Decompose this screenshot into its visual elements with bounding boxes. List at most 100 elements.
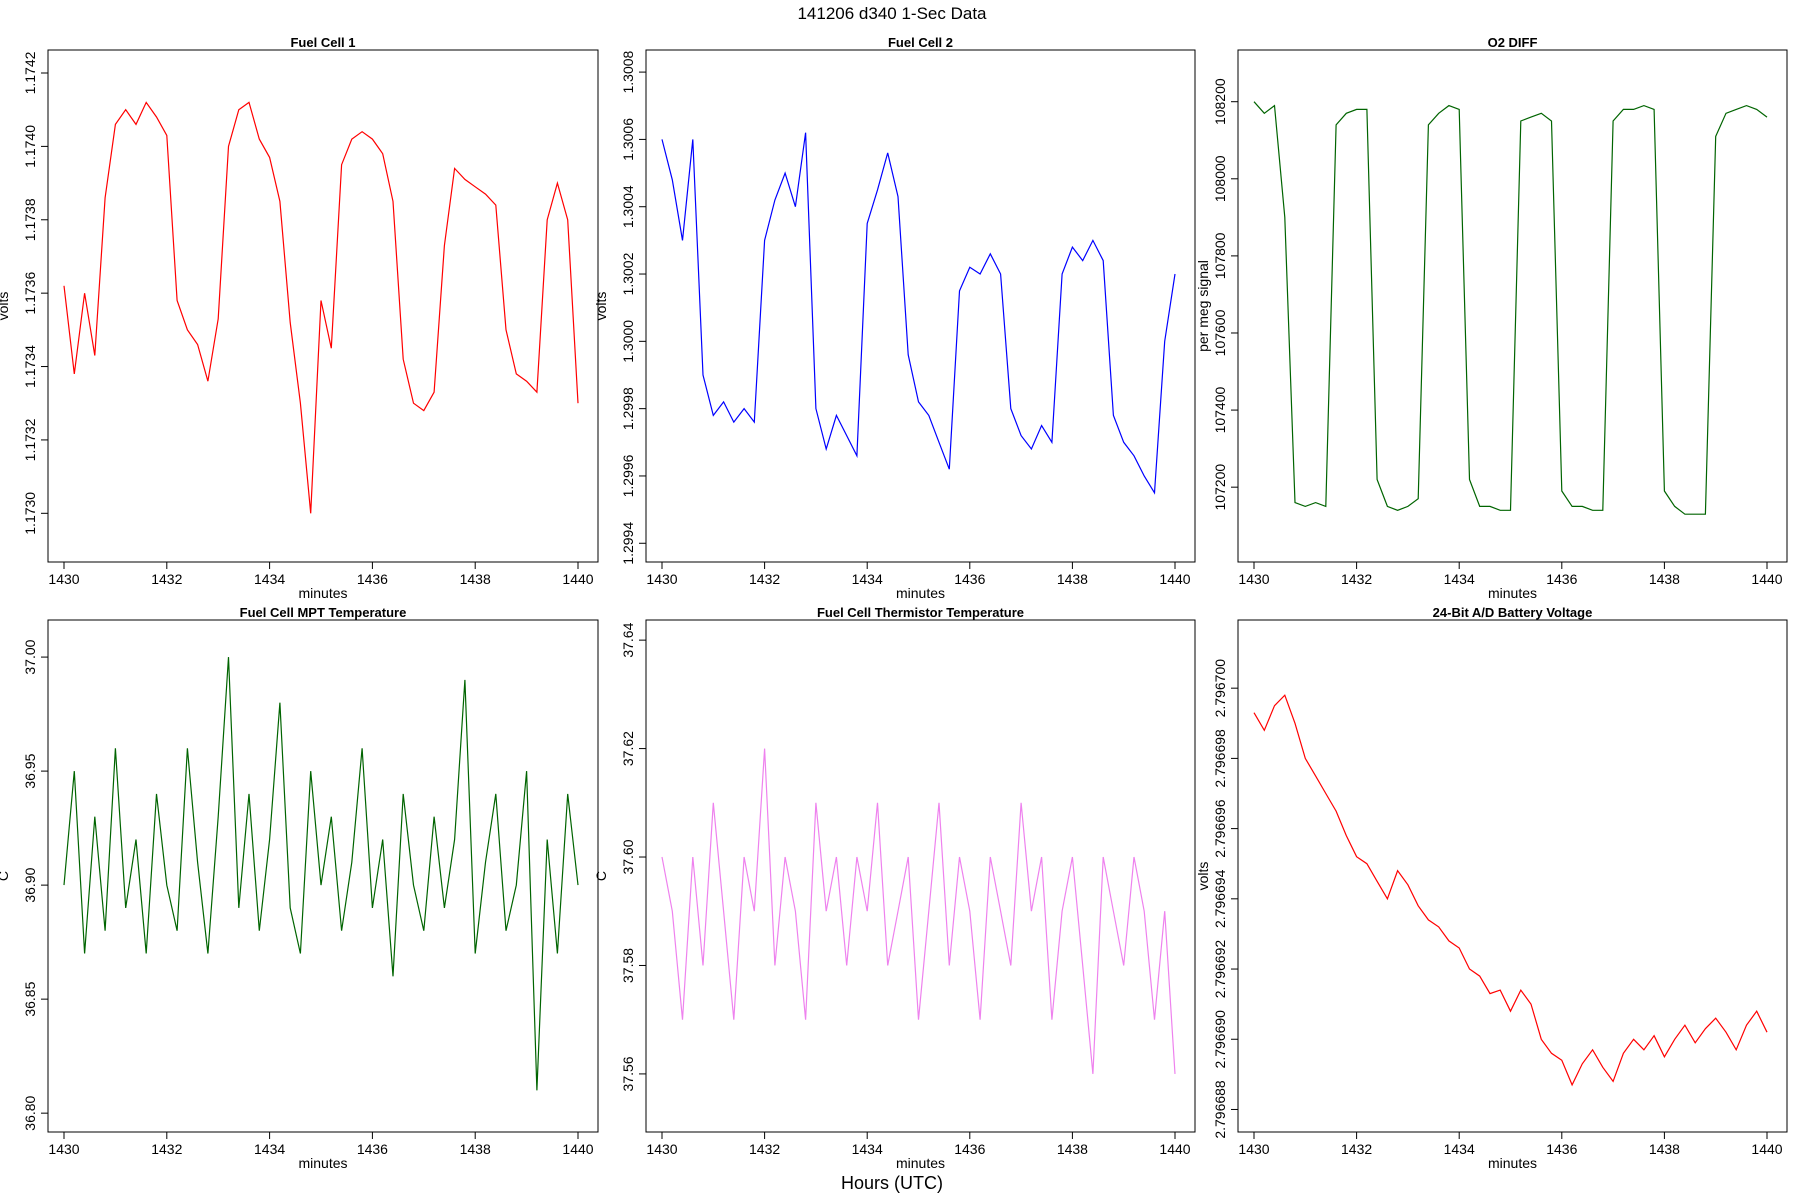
x-tick-label: 1434 (1444, 571, 1475, 587)
x-tick-label: 1438 (460, 1141, 491, 1157)
y-tick-label: 1.2994 (620, 522, 636, 565)
plot-frame (47, 49, 599, 563)
x-tick-label: 1440 (1751, 1141, 1782, 1157)
y-tick-label: 107800 (1212, 232, 1228, 279)
plot-frame (645, 619, 1196, 1133)
x-tick-label: 1438 (1057, 1141, 1088, 1157)
chart-panel-5: Fuel Cell Thermistor Temperature 1430 1432… (593, 605, 1196, 1171)
x-tick-label: 1440 (562, 1141, 593, 1157)
y-tick-label: 2.796700 (1212, 659, 1228, 718)
y-tick-label: 36.85 (22, 981, 38, 1016)
x-tick-label: 1432 (749, 1141, 780, 1157)
series-line (661, 748, 1176, 1074)
y-tick-label: 2.796694 (1212, 869, 1228, 928)
y-tick-label: 107600 (1212, 309, 1228, 356)
plot-frame (645, 49, 1196, 563)
chart-title: Fuel Cell MPT Temperature (240, 605, 407, 620)
y-tick-label: 2.796698 (1212, 729, 1228, 788)
x-tick-label: 1430 (1238, 1141, 1269, 1157)
y-tick-label: 1.3000 (620, 320, 636, 363)
y-tick-label: 1.1730 (22, 492, 38, 535)
x-tick-label: 1434 (254, 571, 285, 587)
chart-title: Fuel Cell 2 (888, 35, 953, 50)
chart-panel-2: Fuel Cell 2 1430 1432 1434 1436 1438 1440 minut… (593, 35, 1196, 601)
y-tick-label: 107200 (1212, 464, 1228, 511)
y-tick-label: 2.796692 (1212, 940, 1228, 999)
y-tick-label: 1.3002 (620, 252, 636, 295)
y-axis-label: volts (1195, 862, 1211, 891)
x-axis-label: minutes (1488, 585, 1537, 601)
x-tick-label: 1430 (1238, 571, 1269, 587)
y-axis-label: per meg signal (1195, 260, 1211, 352)
chart-panel-3: O2 DIFF 1430 1432 1434 1436 1438 1440 minutes 10… (1195, 35, 1788, 601)
x-tick-label: 1432 (1341, 1141, 1372, 1157)
x-tick-label: 1436 (954, 571, 985, 587)
chart-panel-4: Fuel Cell MPT Temperature 1430 1432 1434 143… (0, 605, 599, 1171)
y-tick-label: 1.1740 (22, 125, 38, 168)
x-tick-label: 1432 (1341, 571, 1372, 587)
y-tick-label: 37.58 (620, 948, 636, 983)
y-tick-label: 107400 (1212, 387, 1228, 434)
x-tick-label: 1436 (1546, 1141, 1577, 1157)
y-tick-label: 1.3004 (620, 185, 636, 228)
x-tick-label: 1436 (357, 1141, 388, 1157)
x-axis-label: minutes (1488, 1155, 1537, 1171)
y-tick-label: 37.56 (620, 1056, 636, 1091)
y-tick-label: 2.796688 (1212, 1080, 1228, 1139)
x-tick-label: 1432 (151, 571, 182, 587)
y-tick-label: 1.2996 (620, 454, 636, 497)
y-tick-label: 1.2998 (620, 387, 636, 430)
x-tick-label: 1430 (646, 571, 677, 587)
x-tick-label: 1430 (48, 1141, 79, 1157)
y-tick-label: 37.64 (620, 622, 636, 657)
y-tick-label: 36.80 (22, 1095, 38, 1130)
chart-panels: Fuel Cell 1 1430 1432 1434 1436 1438 1440 minut… (0, 35, 1788, 1171)
y-tick-label: 1.1734 (22, 345, 38, 388)
series-line (1253, 694, 1768, 1087)
x-tick-label: 1430 (48, 571, 79, 587)
x-tick-label: 1434 (1444, 1141, 1475, 1157)
series-line (63, 101, 579, 514)
plot-frame (1237, 49, 1788, 563)
y-tick-label: 1.1736 (22, 272, 38, 315)
series-line (63, 657, 579, 1091)
x-tick-label: 1432 (749, 571, 780, 587)
x-tick-label: 1440 (562, 571, 593, 587)
series-line (661, 132, 1176, 495)
x-tick-label: 1438 (460, 571, 491, 587)
x-tick-label: 1430 (646, 1141, 677, 1157)
chart-panel-6: 24-Bit A/D Battery Voltage 1430 1432 1434 14… (1195, 605, 1788, 1171)
y-tick-label: 37.00 (22, 639, 38, 674)
y-tick-label: 2.796696 (1212, 799, 1228, 858)
x-tick-label: 1440 (1159, 571, 1190, 587)
y-tick-label: 1.3006 (620, 118, 636, 161)
x-axis-label: minutes (896, 1155, 945, 1171)
x-tick-label: 1434 (852, 1141, 883, 1157)
x-tick-label: 1438 (1649, 571, 1680, 587)
y-tick-label: 36.95 (22, 753, 38, 788)
y-axis-label: volts (593, 292, 609, 321)
x-tick-label: 1438 (1649, 1141, 1680, 1157)
figure-xlabel: Hours (UTC) (841, 1173, 943, 1193)
plot-frame (1237, 619, 1788, 1133)
y-tick-label: 108200 (1212, 78, 1228, 125)
y-axis-label: C (593, 871, 609, 881)
x-tick-label: 1440 (1159, 1141, 1190, 1157)
x-axis-label: minutes (298, 1155, 347, 1171)
y-tick-label: 1.1732 (22, 418, 38, 461)
chart-title: 24-Bit A/D Battery Voltage (1433, 605, 1593, 620)
figure-title: 141206 d340 1-Sec Data (797, 4, 987, 23)
y-tick-label: 1.1738 (22, 198, 38, 241)
x-tick-label: 1438 (1057, 571, 1088, 587)
y-tick-label: 37.62 (620, 731, 636, 766)
y-axis-label: C (0, 871, 11, 881)
x-tick-label: 1436 (954, 1141, 985, 1157)
x-tick-label: 1440 (1751, 571, 1782, 587)
x-tick-label: 1432 (151, 1141, 182, 1157)
x-tick-label: 1434 (254, 1141, 285, 1157)
y-tick-label: 1.1742 (22, 51, 38, 94)
x-axis-label: minutes (896, 585, 945, 601)
series-line (1253, 101, 1768, 515)
y-tick-label: 1.3008 (620, 50, 636, 93)
